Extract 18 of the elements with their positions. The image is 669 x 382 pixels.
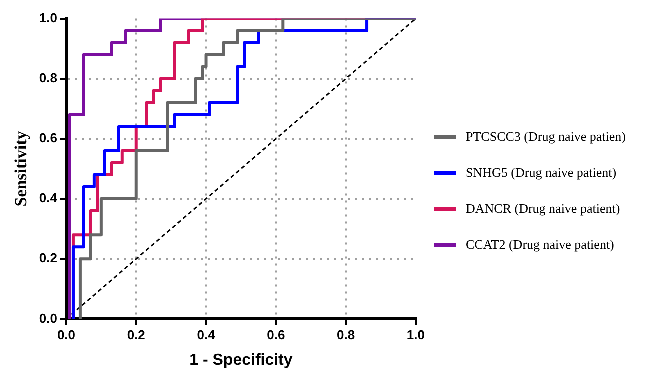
legend-label: PTCSCC3 (Drug naive patien) bbox=[466, 129, 626, 145]
x-tick-label: 0.4 bbox=[197, 328, 216, 343]
legend-label: DANCR (Drug naive patient) bbox=[466, 201, 620, 217]
legend-label: CCAT2 (Drug naive patient) bbox=[466, 237, 614, 253]
y-tick-label: 0.6 bbox=[39, 130, 58, 146]
y-tick-label: 1.0 bbox=[39, 10, 58, 26]
y-axis-title: Sensitivity bbox=[12, 130, 31, 207]
y-tick-label: 0.4 bbox=[39, 190, 58, 206]
y-tick-label: 0.0 bbox=[39, 310, 58, 326]
x-tick-label: 1.0 bbox=[406, 328, 426, 343]
y-tick-label: 0.2 bbox=[39, 250, 58, 266]
x-tick-label: 0.0 bbox=[57, 328, 76, 343]
legend-label: SNHG5 (Drug naive patient) bbox=[466, 165, 617, 181]
x-axis-title: 1 - Specificity bbox=[190, 352, 293, 369]
x-tick-label: 0.6 bbox=[267, 328, 286, 343]
x-tick-label: 0.2 bbox=[127, 328, 146, 343]
y-tick-label: 0.8 bbox=[39, 70, 58, 86]
x-tick-label: 0.8 bbox=[337, 328, 356, 343]
